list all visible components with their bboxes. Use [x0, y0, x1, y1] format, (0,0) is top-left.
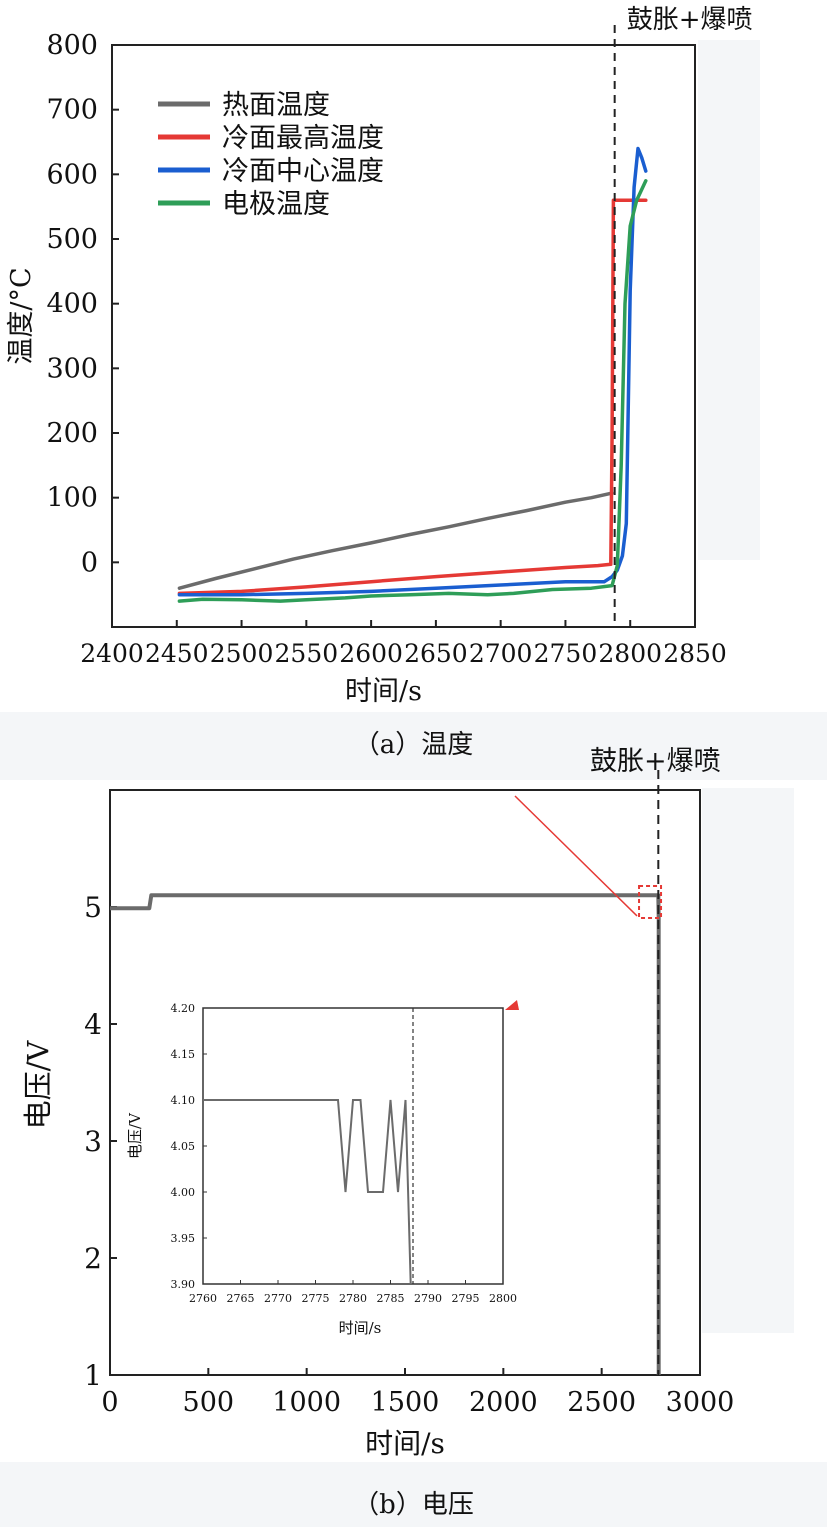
background-strip [0, 1462, 827, 1527]
background-strip [0, 712, 827, 780]
y-tick-label: 800 [46, 30, 98, 61]
inset-x-tick-label: 2770 [264, 1292, 292, 1305]
series-line [177, 146, 648, 597]
background-strip [702, 788, 794, 1333]
inset-y-tick-label: 3.90 [171, 1278, 196, 1291]
y-tick-label: 100 [46, 483, 98, 514]
x-tick-label: 2000 [469, 1387, 538, 1418]
legend-label: 冷面最高温度 [222, 123, 384, 154]
legend-label: 热面温度 [222, 90, 330, 121]
caption-voltage: （b）电压 [353, 1490, 474, 1520]
y-tick-label: 1 [84, 1359, 102, 1392]
y-tick-label: 600 [46, 159, 98, 190]
y-tick-label: 2 [84, 1242, 102, 1275]
x-tick-label: 2600 [339, 639, 403, 668]
inset-frame [202, 1007, 504, 1285]
plot-frame [111, 44, 696, 628]
x-axis-label: 时间/s [365, 1427, 445, 1460]
event-label: 鼓胀+爆喷 [590, 746, 721, 777]
x-tick-label: 2850 [663, 639, 727, 668]
y-axis-label: 电压/V [21, 1040, 55, 1130]
y-tick-label: 700 [46, 95, 98, 126]
inset-x-axis-label: 时间/s [339, 1319, 382, 1337]
y-tick-label: 400 [46, 289, 98, 320]
legend-label: 电极温度 [222, 189, 330, 220]
voltage-chart: 1 2 3 4 5 0 500 1000 1500 2000 2500 3000 时间/s 电压/V 鼓胀+… [21, 746, 735, 1460]
inset-x-tick-label: 2795 [452, 1292, 480, 1305]
inset-y-tick-label: 4.05 [171, 1140, 196, 1153]
x-tick-label: 2450 [145, 639, 209, 668]
y-tick-label: 300 [46, 353, 98, 384]
legend-label: 冷面中心温度 [222, 156, 384, 187]
x-tick-label: 500 [183, 1387, 235, 1418]
x-tick-label: 1000 [272, 1387, 341, 1418]
y-tick-label: 3 [84, 1125, 102, 1158]
y-tick-label: 5 [84, 891, 102, 924]
inset-series-line [203, 1099, 412, 1285]
x-tick-label: 2700 [469, 639, 533, 668]
x-tick-label: 2650 [404, 639, 468, 668]
y-tick-label: 4 [84, 1008, 102, 1041]
inset-x-tick-label: 2760 [189, 1292, 217, 1305]
x-tick-label: 2550 [275, 639, 339, 668]
inset-x-tick-label: 2790 [414, 1292, 442, 1305]
inset-x-tick-label: 2765 [227, 1292, 255, 1305]
x-axis-label: 时间/s [345, 676, 422, 707]
inset-y-tick-label: 4.15 [171, 1048, 196, 1061]
inset-y-tick-label: 4.20 [171, 1002, 196, 1015]
background-strip [698, 40, 760, 560]
temperature-chart: 0 100 200 300 400 500 600 700 800 2400 2450 2500 255… [6, 5, 753, 707]
inset-y-tick-label: 3.95 [171, 1232, 196, 1245]
inset-y-axis-label: 电压/V [126, 1112, 144, 1159]
y-tick-label: 200 [46, 418, 98, 449]
inset-x-tick-label: 2785 [377, 1292, 405, 1305]
event-label: 鼓胀+爆喷 [627, 5, 753, 35]
x-tick-label: 0 [101, 1387, 118, 1418]
inset-x-tick-label: 2800 [489, 1292, 517, 1305]
x-tick-label: 3000 [666, 1387, 735, 1418]
caption-temperature: （a）温度 [353, 730, 474, 760]
zoom-arrow-head [505, 1000, 519, 1010]
y-axis-label: 温度/°C [6, 267, 37, 364]
y-tick-label: 500 [46, 224, 98, 255]
zoom-arrow-line [514, 795, 638, 917]
y-tick-label: 0 [81, 547, 98, 578]
x-tick-label: 2750 [534, 639, 598, 668]
x-tick-label: 1500 [371, 1387, 440, 1418]
x-tick-label: 2500 [567, 1387, 636, 1418]
x-tick-label: 2500 [210, 639, 274, 668]
inset-y-tick-label: 4.10 [171, 1094, 196, 1107]
series-line [177, 179, 648, 603]
inset-y-tick-label: 4.00 [171, 1186, 196, 1199]
inset-x-tick-label: 2775 [302, 1292, 330, 1305]
series-line [177, 198, 648, 596]
inset-x-tick-label: 2780 [339, 1292, 367, 1305]
series-line [177, 491, 614, 590]
x-tick-label: 2800 [598, 639, 662, 668]
zoom-box [638, 884, 663, 919]
x-tick-label: 2400 [80, 639, 144, 668]
